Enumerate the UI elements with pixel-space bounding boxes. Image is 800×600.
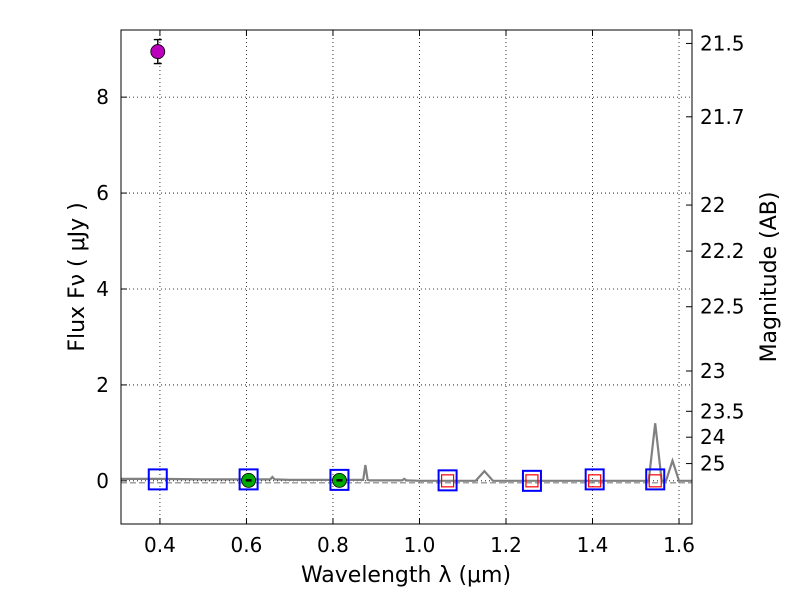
x-tick-label: 1.2	[490, 533, 522, 557]
right-tick-label: 22.2	[700, 239, 745, 263]
upper-limit-square	[648, 474, 662, 488]
model-flux-square	[584, 468, 605, 491]
upper-limit-square	[588, 474, 602, 488]
upper-limit-square	[525, 474, 539, 488]
model-flux-square	[521, 469, 542, 492]
y-tick-label: 8	[96, 85, 109, 109]
x-tick-label: 0.8	[317, 533, 349, 557]
plot-frame	[120, 29, 693, 525]
y-tick-label: 6	[96, 181, 109, 205]
right-tick-label: 22.5	[700, 295, 745, 319]
x-tick-label: 0.6	[231, 533, 263, 557]
tick-labels: 0.4 0.6 0.8 1.0 1.2 1.4 1.60246821.521.72222.2…	[96, 31, 744, 557]
right-tick-label: 21.5	[700, 31, 745, 55]
model-flux-square	[329, 468, 350, 491]
x-tick-label: 1.4	[577, 533, 609, 557]
x-axis-label: Wavelength λ (μm)	[301, 563, 511, 588]
right-axis-label: Magnitude (AB)	[757, 192, 782, 363]
axis-ticks	[121, 30, 692, 524]
right-tick-label: 25	[700, 452, 725, 476]
y-tick-label: 0	[96, 469, 109, 493]
upper-limit-square	[440, 474, 455, 488]
y-tick-label: 2	[96, 373, 109, 397]
x-tick-label: 0.4	[144, 533, 176, 557]
plot-background	[121, 30, 692, 524]
detection-point	[150, 44, 166, 59]
data-markers	[147, 38, 666, 492]
model-flux-square	[238, 468, 259, 491]
x-tick-label: 1.0	[404, 533, 436, 557]
model-flux-square	[645, 468, 666, 491]
y-axis-label: Flux Fν ( μJy )	[65, 202, 90, 351]
model-flux-square	[147, 468, 168, 491]
sed-model-line	[121, 423, 692, 482]
sed-lines	[121, 423, 692, 484]
y-tick-label: 4	[96, 277, 109, 301]
model-flux-square	[437, 469, 458, 492]
right-tick-label: 23.5	[700, 399, 745, 423]
right-tick-label: 22	[700, 193, 725, 217]
right-tick-label: 24	[700, 425, 725, 449]
x-tick-label: 1.6	[663, 533, 695, 557]
right-tick-label: 21.7	[700, 105, 745, 129]
right-tick-label: 23	[700, 359, 725, 383]
